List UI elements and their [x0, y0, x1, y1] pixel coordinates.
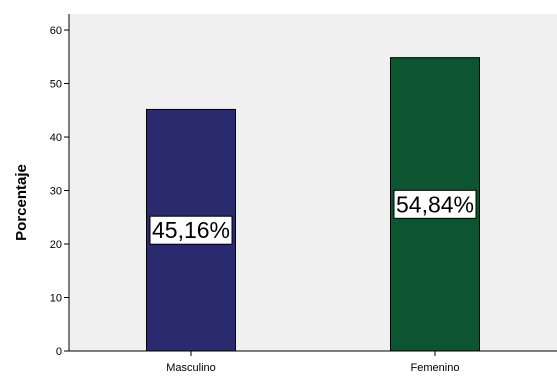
y-tick-label: 0 [56, 346, 62, 358]
plot-area [69, 14, 557, 351]
y-axis-title: Porcentaje [13, 164, 30, 241]
y-tick-label: 60 [50, 25, 62, 37]
data-label: 45,16% [152, 217, 230, 243]
x-tick-label: Femenino [411, 362, 460, 374]
y-tick-label: 40 [50, 132, 62, 144]
data-labels-group: 45,16% 54,84% [149, 189, 477, 245]
y-tick-label: 20 [50, 239, 62, 251]
data-label-box [393, 189, 477, 219]
y-tick-label: 30 [50, 186, 62, 198]
y-axis: 0 10 20 30 40 50 60 [50, 14, 70, 358]
y-tick-label: 10 [50, 293, 62, 305]
x-axis: Masculino Femenino [69, 350, 557, 374]
x-tick-label: Masculino [166, 362, 216, 374]
y-tick-label: 50 [50, 79, 62, 91]
data-label: 54,84% [396, 191, 474, 217]
data-label-box [149, 215, 233, 245]
